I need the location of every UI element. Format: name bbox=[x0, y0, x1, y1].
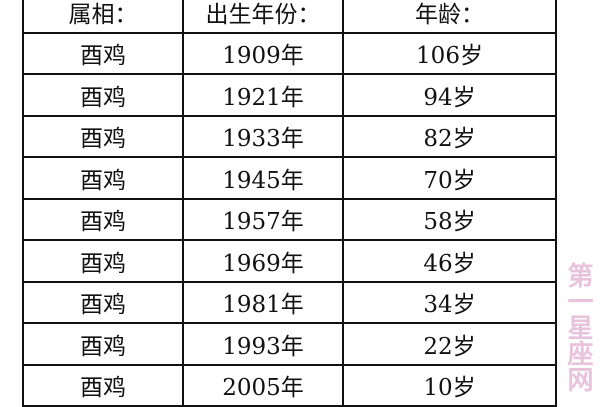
table-row: 酉鸡 1993年 22岁 bbox=[22, 322, 557, 366]
cell-birth-year: 1945年 bbox=[182, 156, 344, 200]
cell-age: 70岁 bbox=[342, 156, 557, 200]
header-birth-year: 出生年份： bbox=[182, 0, 344, 34]
cell-zodiac: 酉鸡 bbox=[22, 280, 184, 324]
cell-birth-year: 1993年 bbox=[182, 322, 344, 366]
cell-birth-year: 1981年 bbox=[182, 280, 344, 324]
table-row: 酉鸡 2005年 10岁 bbox=[22, 363, 557, 407]
header-age: 年龄： bbox=[342, 0, 557, 34]
header-row: 属相： 出生年份： 年龄： bbox=[22, 0, 557, 34]
cell-zodiac: 酉鸡 bbox=[22, 197, 184, 241]
cell-zodiac: 酉鸡 bbox=[22, 31, 184, 75]
table-row: 酉鸡 1945年 70岁 bbox=[22, 156, 557, 200]
header-zodiac: 属相： bbox=[22, 0, 184, 34]
table-row: 酉鸡 1933年 82岁 bbox=[22, 114, 557, 158]
cell-birth-year: 1969年 bbox=[182, 239, 344, 283]
cell-zodiac: 酉鸡 bbox=[22, 114, 184, 158]
cell-zodiac: 酉鸡 bbox=[22, 322, 184, 366]
cell-age: 94岁 bbox=[342, 73, 557, 117]
cell-age: 58岁 bbox=[342, 197, 557, 241]
cell-zodiac: 酉鸡 bbox=[22, 156, 184, 200]
table-row: 酉鸡 1981年 34岁 bbox=[22, 280, 557, 324]
cell-birth-year: 1909年 bbox=[182, 31, 344, 75]
cell-birth-year: 1921年 bbox=[182, 73, 344, 117]
table-row: 酉鸡 1921年 94岁 bbox=[22, 73, 557, 117]
cell-age: 22岁 bbox=[342, 322, 557, 366]
zodiac-age-table: 属相： 出生年份： 年龄： 酉鸡 1909年 106岁 酉鸡 1921年 94岁 酉鸡 193… bbox=[22, 0, 557, 407]
table-row: 酉鸡 1909年 106岁 bbox=[22, 31, 557, 75]
cell-age: 106岁 bbox=[342, 31, 557, 75]
table-row: 酉鸡 1969年 46岁 bbox=[22, 239, 557, 283]
cell-birth-year: 1933年 bbox=[182, 114, 344, 158]
cell-age: 82岁 bbox=[342, 114, 557, 158]
cell-age: 34岁 bbox=[342, 280, 557, 324]
cell-age: 46岁 bbox=[342, 239, 557, 283]
cell-birth-year: 1957年 bbox=[182, 197, 344, 241]
cell-zodiac: 酉鸡 bbox=[22, 73, 184, 117]
table-row: 酉鸡 1957年 58岁 bbox=[22, 197, 557, 241]
cell-zodiac: 酉鸡 bbox=[22, 239, 184, 283]
watermark-logo: 第一星座网 bbox=[563, 262, 593, 392]
